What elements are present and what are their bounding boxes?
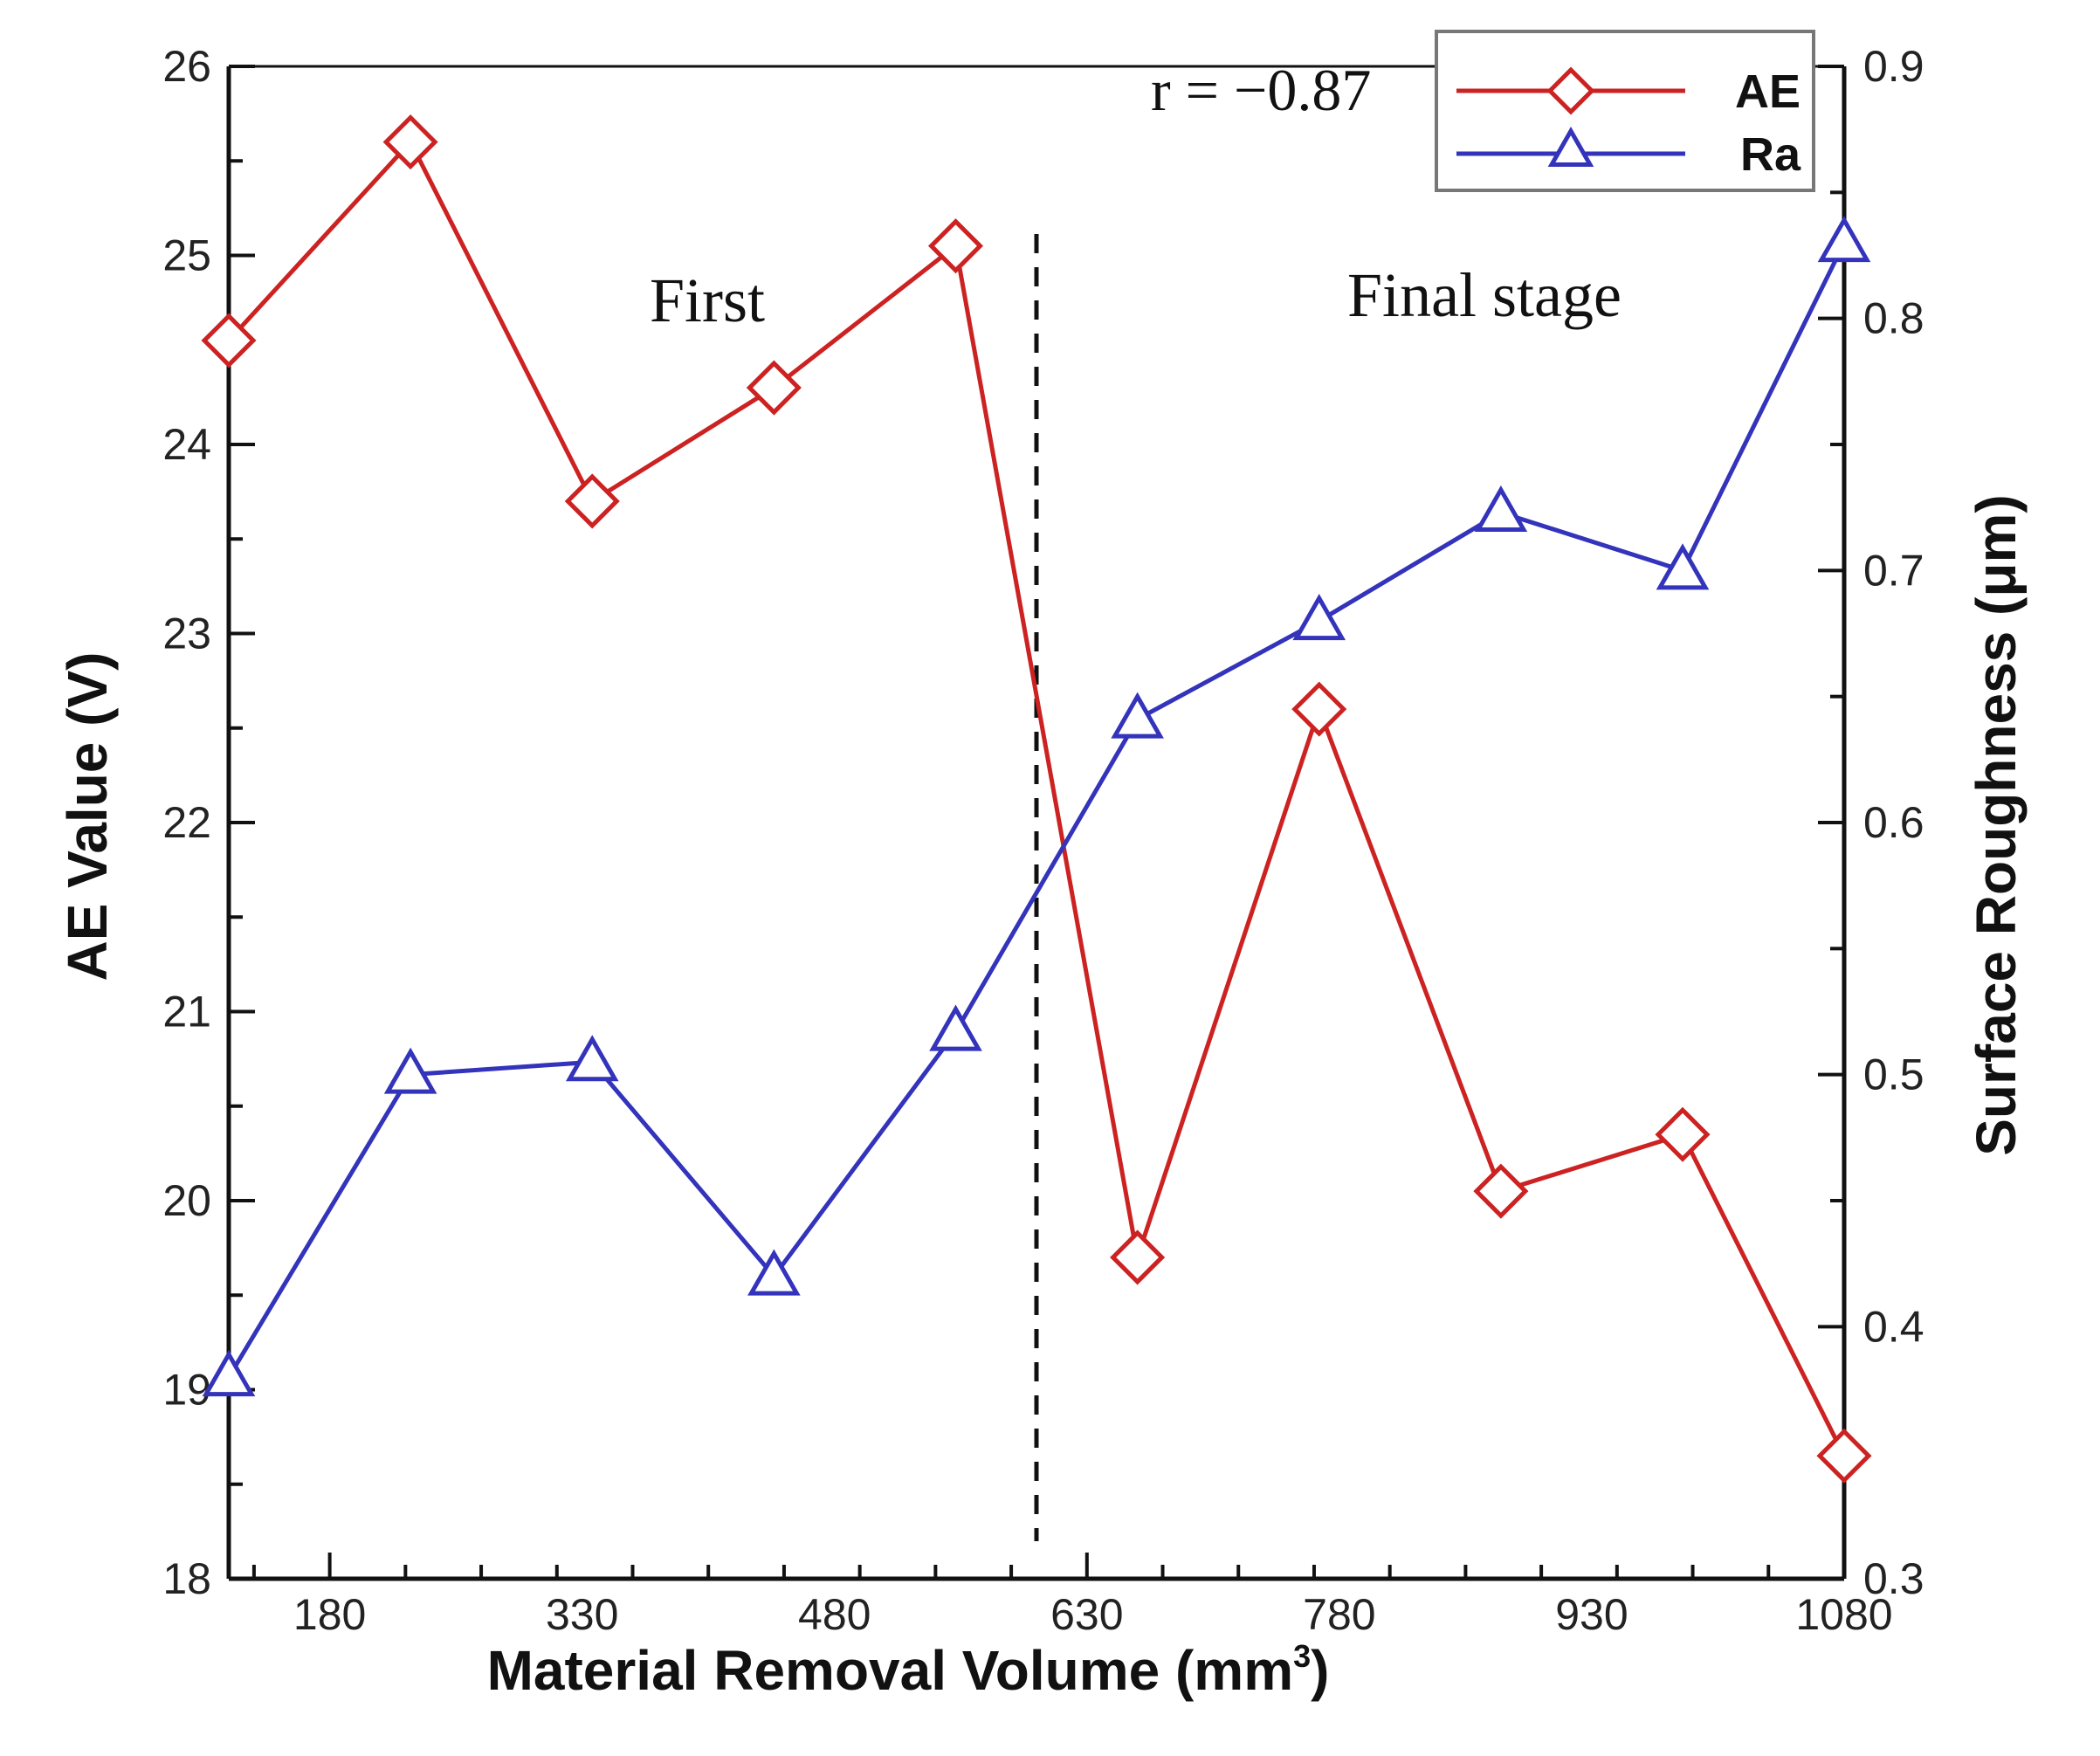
right-y-axis-title: Surface Roughness (μm) — [1965, 494, 2028, 1156]
left-y-tick-label: 22 — [162, 798, 211, 847]
data-point-ra — [747, 1249, 801, 1296]
data-point-ae — [1655, 1106, 1711, 1162]
left-y-tick-label: 20 — [162, 1176, 211, 1225]
data-point-ae — [1816, 1428, 1872, 1484]
x-tick-label: 1080 — [1795, 1590, 1892, 1639]
data-point-ae — [1110, 1229, 1166, 1285]
data-point-ra — [202, 1350, 256, 1397]
right-y-tick-label: 0.9 — [1863, 42, 1924, 91]
x-tick-label: 780 — [1303, 1590, 1375, 1639]
series-markers — [201, 114, 1872, 1484]
data-point-ra — [929, 1004, 982, 1051]
data-point-ra — [565, 1035, 619, 1082]
x-tick-label: 180 — [293, 1590, 366, 1639]
series-line-ae — [227, 138, 1847, 1457]
left-y-tick-label: 26 — [162, 42, 211, 91]
data-point-ae — [1291, 681, 1347, 737]
legend-box — [1435, 30, 1815, 192]
left-y-tick-label: 21 — [162, 988, 211, 1036]
right-y-tick-label: 0.5 — [1863, 1050, 1924, 1099]
data-point-ra — [1111, 692, 1164, 739]
first-stage-label: First — [650, 265, 765, 335]
correlation-label: r = −0.87 — [1151, 57, 1371, 123]
legend-marker-ae — [1546, 66, 1595, 115]
x-tick-label: 330 — [546, 1590, 618, 1639]
right-y-tick-label: 0.3 — [1863, 1554, 1924, 1603]
data-point-ra — [1292, 594, 1346, 641]
legend-label-ra: Ra — [1740, 128, 1801, 181]
legend-label-ae: AE — [1735, 65, 1800, 118]
legend-marker-ra — [1547, 126, 1594, 167]
data-point-ae — [564, 473, 620, 529]
data-point-ra — [1474, 485, 1528, 532]
left-y-tick-label: 19 — [162, 1366, 211, 1415]
tick-labels: 180 330 480 630 780 930 1080 18 19 20 21 22 23 24 25 26… — [162, 42, 1924, 1639]
data-point-ae — [201, 313, 257, 368]
final-stage-label: Final stage — [1347, 260, 1621, 330]
x-axis-title: Material Removal Volume (mm3) — [487, 1638, 1330, 1702]
right-y-tick-label: 0.8 — [1863, 294, 1924, 343]
data-point-ra — [1817, 216, 1871, 263]
x-tick-label: 930 — [1555, 1590, 1628, 1639]
right-y-tick-label: 0.7 — [1863, 546, 1924, 595]
left-y-tick-label: 23 — [162, 609, 211, 658]
data-point-ra — [383, 1047, 437, 1094]
x-tick-label: 480 — [798, 1590, 871, 1639]
data-point-ra — [1656, 543, 1710, 590]
data-point-ae — [746, 360, 802, 416]
data-point-ae — [1473, 1163, 1529, 1219]
data-point-ae — [927, 218, 984, 274]
legend: AE Ra — [1435, 30, 1815, 192]
series-lines — [226, 138, 1847, 1457]
data-point-ae — [382, 114, 438, 170]
x-tick-label: 630 — [1050, 1590, 1123, 1639]
left-y-tick-label: 24 — [162, 420, 211, 469]
series-line-ra — [226, 241, 1847, 1379]
right-y-tick-label: 0.4 — [1863, 1302, 1924, 1351]
left-y-tick-label: 18 — [162, 1554, 211, 1603]
left-y-tick-label: 25 — [162, 231, 211, 280]
left-y-axis-title: AE Value (V) — [56, 652, 119, 981]
right-y-tick-label: 0.6 — [1863, 798, 1924, 847]
